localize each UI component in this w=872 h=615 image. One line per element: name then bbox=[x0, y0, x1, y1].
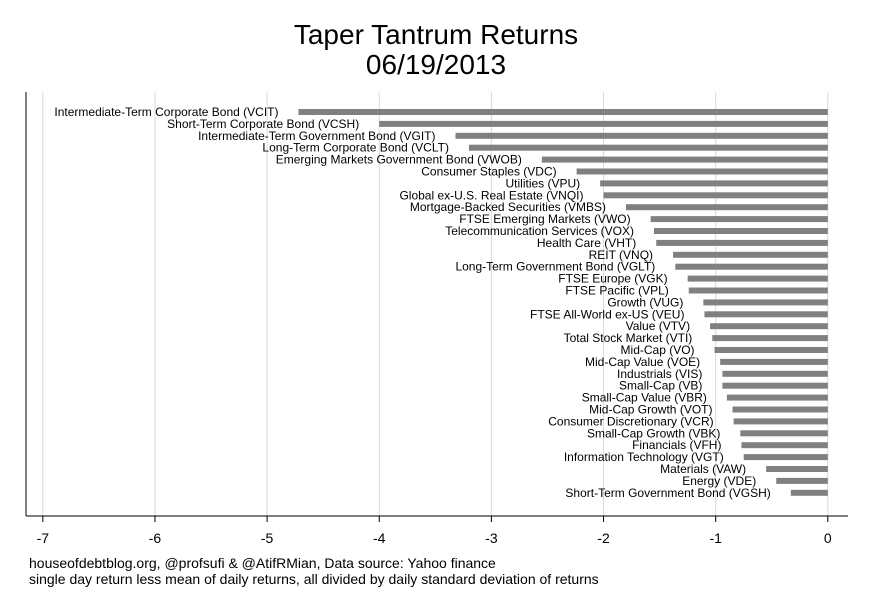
chart-subtitle: 06/19/2013 bbox=[365, 49, 507, 80]
category-label: Long-Term Government Bond (VGLT) bbox=[455, 260, 655, 274]
category-label: Growth (VUG) bbox=[607, 295, 683, 309]
axes: -7 -6 -5 -4 -3 -2 -1 0 bbox=[25, 92, 848, 546]
category-label: Small-Cap Growth (VBK) bbox=[587, 426, 720, 440]
bar bbox=[625, 204, 828, 211]
category-label: Small-Cap Value (VBR) bbox=[582, 391, 707, 405]
bar bbox=[379, 120, 828, 127]
bar bbox=[650, 216, 828, 223]
category-label: Value (VTV) bbox=[626, 319, 690, 333]
bar bbox=[687, 275, 828, 282]
footnote-source: houseofdebtblog.org, @profsufi & @AtifRM… bbox=[29, 555, 496, 571]
footnote: houseofdebtblog.org, @profsufi & @AtifRM… bbox=[29, 555, 599, 587]
x-tick-label: 0 bbox=[824, 530, 832, 546]
category-label: Total Stock Market (VTI) bbox=[564, 331, 693, 345]
category-label: Intermediate-Term Government Bond (VGIT) bbox=[198, 129, 435, 143]
category-labels: Intermediate-Term Corporate Bond (VCIT)S… bbox=[54, 105, 770, 500]
category-label: Financials (VFH) bbox=[632, 438, 721, 452]
x-tick-label: -3 bbox=[485, 530, 498, 546]
bar bbox=[743, 454, 828, 461]
bar-chart: Intermediate-Term Corporate Bond (VCIT)S… bbox=[25, 92, 848, 546]
x-tick-label: -5 bbox=[261, 530, 274, 546]
bar bbox=[703, 299, 828, 306]
bar bbox=[455, 132, 828, 139]
x-tick-label: -4 bbox=[373, 530, 386, 546]
chart-title: Taper Tantrum Returns bbox=[293, 19, 579, 50]
x-tick-label: -7 bbox=[37, 530, 50, 546]
category-label: Consumer Discretionary (VCR) bbox=[548, 414, 713, 428]
bar bbox=[726, 394, 828, 401]
bar bbox=[656, 239, 828, 246]
category-label: FTSE Emerging Markets (VWO) bbox=[459, 212, 630, 226]
bar bbox=[710, 323, 828, 330]
category-label: Industrials (VIS) bbox=[617, 367, 702, 381]
bar bbox=[576, 168, 828, 175]
category-label: FTSE Pacific (VPL) bbox=[565, 284, 668, 298]
category-label: Intermediate-Term Corporate Bond (VCIT) bbox=[54, 105, 278, 119]
bar bbox=[720, 358, 828, 365]
bar bbox=[298, 109, 828, 115]
x-tick-label: -2 bbox=[597, 530, 610, 546]
category-label: Long-Term Corporate Bond (VCLT) bbox=[262, 141, 449, 155]
category-label: Short-Term Corporate Bond (VCSH) bbox=[167, 117, 359, 131]
category-label: REIT (VNQ) bbox=[589, 248, 653, 262]
bar bbox=[790, 489, 828, 496]
bar bbox=[714, 347, 828, 353]
bar bbox=[704, 311, 828, 318]
category-label: Mid-Cap (VO) bbox=[621, 343, 695, 357]
category-label: Materials (VAW) bbox=[660, 462, 746, 476]
category-label: Energy (VDE) bbox=[682, 474, 756, 488]
category-label: Emerging Markets Government Bond (VWOB) bbox=[276, 153, 522, 167]
category-label: Short-Term Government Bond (VGSH) bbox=[565, 486, 770, 500]
bar bbox=[675, 263, 828, 270]
category-label: FTSE Europe (VGK) bbox=[558, 272, 667, 286]
bar bbox=[468, 144, 828, 151]
bar bbox=[740, 430, 828, 437]
bar bbox=[722, 370, 828, 377]
bar bbox=[541, 156, 828, 163]
category-label: Mid-Cap Growth (VOT) bbox=[589, 403, 712, 417]
category-label: Health Care (VHT) bbox=[537, 236, 636, 250]
bar bbox=[722, 382, 828, 389]
bar bbox=[688, 287, 828, 294]
x-tick-label: -6 bbox=[149, 530, 162, 546]
footnote-method: single day return less mean of daily ret… bbox=[29, 571, 599, 587]
category-label: Global ex-U.S. Real Estate (VNQI) bbox=[399, 188, 583, 202]
bar bbox=[600, 180, 828, 187]
bar bbox=[741, 442, 828, 449]
x-tick-label: -1 bbox=[709, 530, 722, 546]
bar bbox=[603, 192, 828, 199]
chart-title-block: Taper Tantrum Returns 06/19/2013 bbox=[0, 20, 872, 80]
category-label: Information Technology (VGT) bbox=[564, 450, 724, 464]
bar bbox=[766, 466, 828, 472]
category-label: Mortgage-Backed Securities (VMBS) bbox=[410, 200, 606, 214]
bar bbox=[733, 418, 828, 425]
bar bbox=[732, 406, 828, 413]
bar bbox=[776, 477, 828, 484]
bar bbox=[653, 228, 828, 234]
bars bbox=[298, 109, 828, 496]
category-label: Small-Cap (VB) bbox=[619, 379, 702, 393]
category-label: Utilities (VPU) bbox=[505, 176, 580, 190]
category-label: FTSE All-World ex-US (VEU) bbox=[530, 307, 684, 321]
category-label: Consumer Staples (VDC) bbox=[421, 165, 556, 179]
bar bbox=[673, 251, 828, 258]
category-label: Mid-Cap Value (VOE) bbox=[585, 355, 700, 369]
category-label: Telecommunication Services (VOX) bbox=[445, 224, 634, 238]
bar bbox=[712, 335, 828, 342]
